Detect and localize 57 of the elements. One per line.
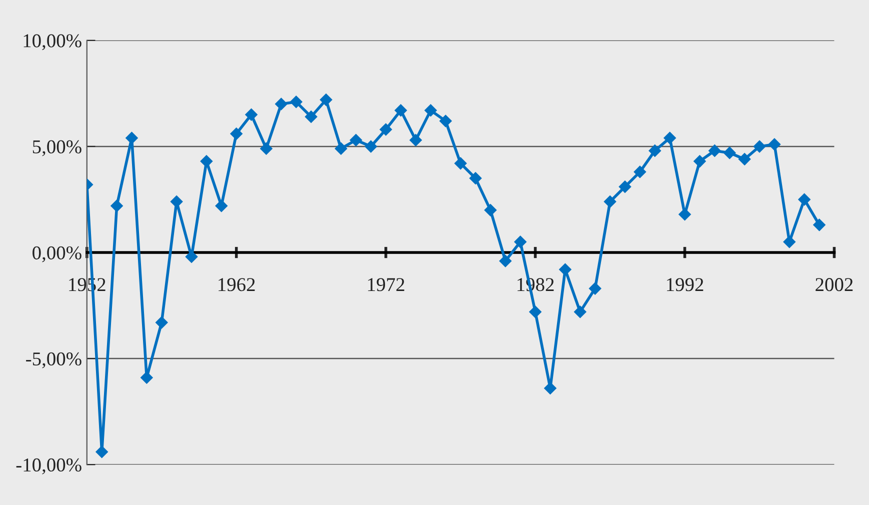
point <box>454 157 467 170</box>
point <box>738 153 751 166</box>
point <box>708 144 721 157</box>
point <box>424 104 437 116</box>
point <box>245 108 258 121</box>
point <box>410 134 422 146</box>
point <box>604 196 616 208</box>
y-tick-label: -5,00% <box>26 352 82 368</box>
point <box>499 254 512 268</box>
point <box>783 236 796 248</box>
point <box>230 128 242 140</box>
point <box>350 134 362 146</box>
x-tick-label: 1972 <box>368 278 404 292</box>
point <box>559 263 572 276</box>
point <box>275 98 288 110</box>
point <box>96 446 108 458</box>
x-tick-label: 1992 <box>667 278 704 292</box>
point <box>664 132 676 144</box>
point <box>544 382 556 394</box>
y-tick-label: -10,00% <box>16 458 82 474</box>
point <box>305 110 318 123</box>
point <box>320 94 332 106</box>
point <box>110 200 123 212</box>
point <box>260 142 272 155</box>
point <box>514 236 526 248</box>
point <box>290 96 302 108</box>
point <box>813 218 826 232</box>
point <box>185 250 198 263</box>
point <box>768 138 781 150</box>
point <box>440 114 452 128</box>
point <box>469 172 482 184</box>
point <box>634 166 646 178</box>
point <box>200 155 213 168</box>
x-tick-label: 1962 <box>218 278 255 292</box>
point <box>334 142 348 155</box>
point <box>798 193 810 206</box>
point <box>126 132 138 144</box>
point <box>156 316 168 329</box>
x-tick-label: 2002 <box>816 278 853 292</box>
point <box>140 372 153 384</box>
point <box>618 180 632 193</box>
point <box>529 306 542 318</box>
point <box>484 204 497 216</box>
point <box>648 144 661 157</box>
y-tick-label: 0,00% <box>32 246 82 262</box>
point <box>364 140 377 153</box>
point <box>380 123 392 136</box>
point <box>394 104 407 116</box>
y-tick-label: 10,00% <box>24 34 82 50</box>
point <box>574 306 586 318</box>
point <box>724 146 736 159</box>
y-tick-label: 5,00% <box>32 140 82 156</box>
point <box>588 282 602 295</box>
point <box>753 140 766 153</box>
point <box>170 196 183 208</box>
point <box>215 200 228 212</box>
point <box>694 155 706 168</box>
